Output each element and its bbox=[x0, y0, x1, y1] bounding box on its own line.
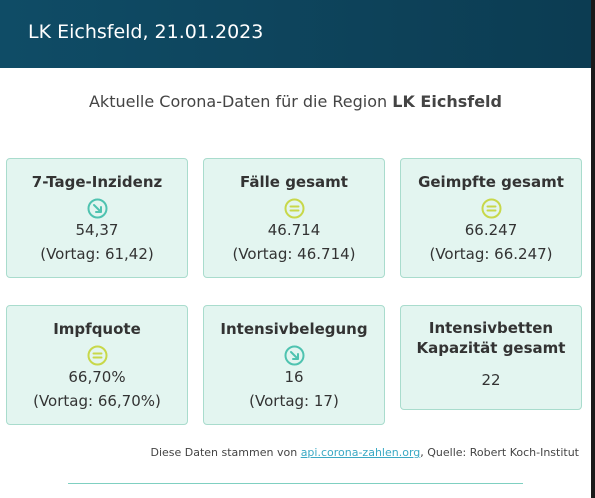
card-previous-value: (Vortag: 61,42) bbox=[40, 245, 154, 263]
trend-down-icon bbox=[87, 198, 107, 219]
equal-icon bbox=[284, 198, 304, 219]
card-title: 7-Tage-Inzidenz bbox=[31, 173, 163, 191]
card-title: Intensivbelegung bbox=[220, 320, 368, 338]
equal-icon bbox=[481, 198, 501, 219]
card-intensivbetten-kapazitaet: Intensivbetten Kapazität gesamt 22 bbox=[400, 305, 582, 410]
subtitle-prefix: Aktuelle Corona-Daten für die Region bbox=[88, 92, 393, 111]
card-previous-value: (Vortag: 46.714) bbox=[232, 245, 356, 263]
card-7-tage-inzidenz: 7-Tage-Inzidenz 54,37 (Vortag: 61,42) bbox=[6, 158, 188, 278]
card-value: 16 bbox=[284, 368, 304, 386]
equal-icon bbox=[87, 345, 107, 366]
source-suffix: , Quelle: Robert Koch-Institut bbox=[420, 446, 579, 459]
card-faelle-gesamt: Fälle gesamt 46.714 (Vortag: 46.714) bbox=[203, 158, 385, 278]
card-value: 22 bbox=[481, 371, 501, 389]
page-header: LK Eichsfeld, 21.01.2023 bbox=[0, 0, 591, 68]
card-geimpfte-gesamt: Geimpfte gesamt 66.247 (Vortag: 66.247) bbox=[400, 158, 582, 278]
card-title: Intensivbetten Kapazität gesamt bbox=[416, 319, 566, 357]
card-impfquote: Impfquote 66,70% (Vortag: 66,70%) bbox=[6, 305, 188, 425]
card-value: 46.714 bbox=[267, 221, 321, 239]
region-subtitle: Aktuelle Corona-Daten für die Region LK … bbox=[0, 92, 591, 111]
footer-divider bbox=[68, 483, 523, 484]
card-previous-value: (Vortag: 66,70%) bbox=[33, 392, 161, 410]
card-title: Impfquote bbox=[53, 320, 141, 338]
card-title: Geimpfte gesamt bbox=[418, 173, 564, 191]
card-value: 54,37 bbox=[75, 221, 119, 239]
card-value: 66,70% bbox=[68, 368, 126, 386]
card-intensivbelegung: Intensivbelegung 16 (Vortag: 17) bbox=[203, 305, 385, 425]
trend-down-icon bbox=[284, 345, 304, 366]
card-title: Fälle gesamt bbox=[240, 173, 348, 191]
source-link[interactable]: api.corona-zahlen.org bbox=[300, 446, 421, 459]
card-previous-value: (Vortag: 17) bbox=[249, 392, 339, 410]
source-prefix: Diese Daten stammen von bbox=[150, 446, 301, 459]
window-edge bbox=[591, 0, 595, 498]
card-value: 66.247 bbox=[464, 221, 518, 239]
region-name: LK Eichsfeld bbox=[392, 92, 502, 111]
source-note: Diese Daten stammen von api.corona-zahle… bbox=[150, 446, 579, 459]
card-previous-value: (Vortag: 66.247) bbox=[429, 245, 553, 263]
page-title: LK Eichsfeld, 21.01.2023 bbox=[28, 21, 264, 43]
